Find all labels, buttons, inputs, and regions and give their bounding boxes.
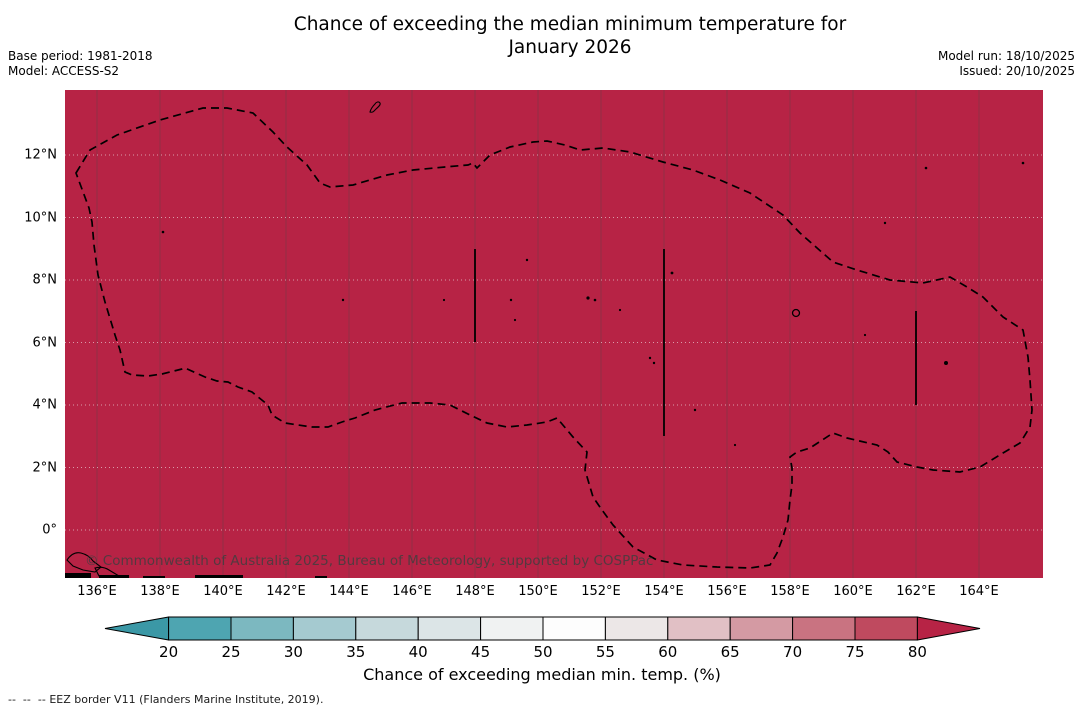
colorbar-tick-label: 80 — [907, 643, 927, 661]
eez-border-dashed-line — [75, 107, 1033, 569]
colorbar-label: Chance of exceeding median min. temp. (%… — [363, 665, 721, 684]
figure-title-line1: Chance of exceeding the median minimum t… — [293, 14, 847, 35]
internal-boundary-lines — [474, 249, 917, 436]
colorbar-tick-label: 65 — [720, 643, 740, 661]
colorbar-segment — [417, 616, 482, 641]
colorbar-tick-label: 60 — [658, 643, 678, 661]
colorbar-segments — [168, 616, 918, 641]
colorbar-segment — [604, 616, 669, 641]
map-plot-area — [65, 90, 1043, 578]
colorbar-tick-label: 20 — [159, 643, 179, 661]
colorbar-tick-label: 25 — [221, 643, 241, 661]
colorbar-segment — [792, 616, 856, 641]
x-tick-label: 164°E — [959, 584, 999, 599]
y-tick-label: 2°N — [32, 460, 58, 475]
figure-title: Chance of exceeding the median minimum t… — [294, 13, 846, 59]
x-tick-label: 142°E — [266, 584, 306, 599]
map-canvas — [65, 90, 1043, 578]
pohnpei-atoll-outline — [791, 308, 801, 318]
guam-island-outline — [369, 101, 381, 113]
y-tick-label: 6°N — [32, 335, 58, 350]
model-run-text: Model run: 18/10/2025 — [937, 49, 1075, 63]
y-tick-label: 10°N — [24, 210, 57, 225]
colorbar-segment — [667, 616, 731, 641]
meta-right: Model run: 18/10/2025 Issued: 20/10/2025 — [938, 49, 1075, 78]
colorbar-segment — [230, 616, 294, 641]
colorbar-tick-label: 55 — [595, 643, 615, 661]
colorbar-segment — [542, 616, 606, 641]
x-tick-label: 156°E — [707, 584, 747, 599]
kosrae-island — [944, 361, 948, 365]
colorbar-segment — [168, 616, 232, 641]
png-coastline-fragments — [65, 552, 327, 578]
y-tick-label: 0° — [42, 522, 57, 538]
eez-dash-symbol: -- -- -- — [8, 693, 46, 706]
colorbar — [104, 616, 981, 641]
x-tick-label: 160°E — [833, 584, 873, 599]
issued-text: Issued: 20/10/2025 — [959, 63, 1075, 78]
x-tick-label: 162°E — [896, 584, 936, 599]
colorbar-tick-label: 40 — [408, 643, 428, 661]
x-tick-label: 138°E — [140, 584, 180, 599]
x-tick-label: 146°E — [392, 584, 432, 599]
colorbar-under-arrow — [104, 616, 170, 641]
model-text: Model: ACCESS-S2 — [8, 63, 120, 78]
colorbar-tick-label: 45 — [471, 643, 491, 661]
x-tick-label: 148°E — [455, 584, 495, 599]
x-tick-label: 150°E — [518, 584, 558, 599]
colorbar-segment — [729, 616, 794, 641]
x-tick-label: 154°E — [644, 584, 684, 599]
colorbar-segment — [480, 616, 544, 641]
x-tick-label: 158°E — [770, 584, 810, 599]
colorbar-segment — [292, 616, 357, 641]
latitude-gridlines — [65, 154, 1043, 531]
map-probability-field — [65, 90, 1043, 578]
eez-footnote-text: EEZ border V11 (Flanders Marine Institut… — [49, 693, 324, 706]
island-markers — [161, 101, 1025, 447]
meta-left: Base period: 1981-2018 Model: ACCESS-S2 — [8, 49, 153, 78]
x-tick-label: 140°E — [203, 584, 243, 599]
x-tick-label: 136°E — [77, 584, 117, 599]
y-tick-label: 12°N — [24, 147, 57, 163]
colorbar-segment — [854, 616, 918, 641]
colorbar-tick-label: 70 — [783, 643, 803, 661]
base-period-text: Base period: 1981-2018 — [8, 49, 153, 63]
x-tick-label: 152°E — [581, 584, 621, 599]
colorbar-tick-label: 30 — [283, 643, 303, 661]
copyright-watermark: © Commonwealth of Australia 2025, Bureau… — [85, 553, 654, 569]
y-tick-label: 8°N — [32, 272, 58, 288]
colorbar-segment — [355, 616, 419, 641]
colorbar-tick-label: 35 — [346, 643, 366, 661]
colorbar-tick-label: 75 — [845, 643, 865, 661]
colorbar-tick-label: 50 — [533, 643, 553, 661]
y-tick-label: 4°N — [32, 397, 58, 413]
eez-footnote: -- -- -- EEZ border V11 (Flanders Marine… — [8, 693, 323, 706]
figure-title-line2: January 2026 — [508, 37, 632, 58]
colorbar-over-arrow — [916, 616, 981, 641]
x-tick-label: 144°E — [329, 584, 369, 599]
